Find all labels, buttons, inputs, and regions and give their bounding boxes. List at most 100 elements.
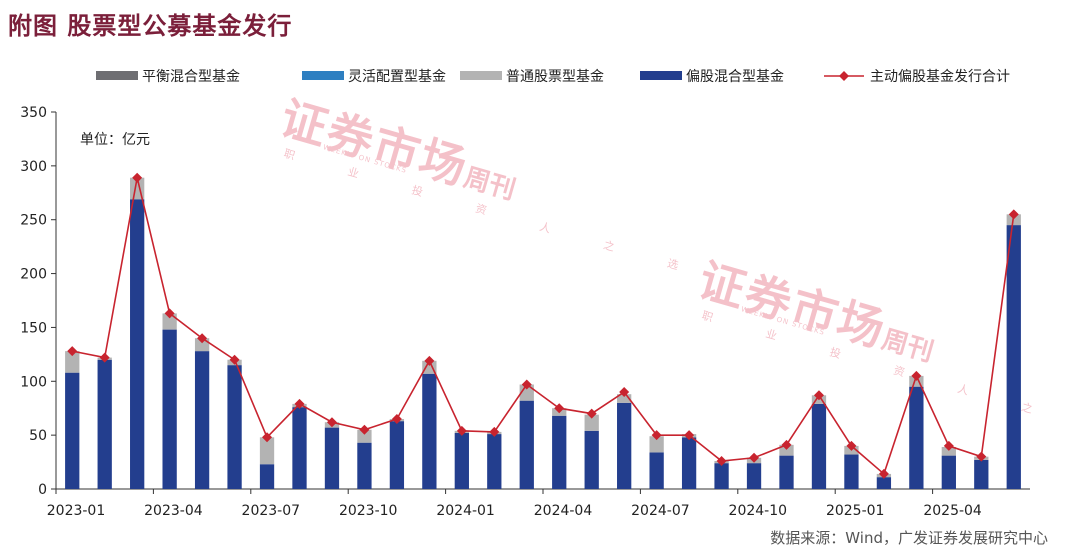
total-line-point [424, 355, 435, 366]
x-tick-label: 2024-10 [729, 503, 788, 519]
data-source: 数据来源：Wind，广发证券发展研究中心 [770, 529, 1048, 547]
total-line [72, 177, 1015, 476]
bar-equity_hybrid [97, 359, 112, 489]
x-tick-label: 2025-01 [826, 503, 885, 519]
y-tick-label: 250 [20, 213, 47, 229]
bar-equity_hybrid [714, 463, 729, 489]
chart-legend: 平衡混合型基金 灵活配置型基金 普通股票型基金 偏股混合型基金 主动偏股基金发行合计 [96, 68, 1010, 85]
total-line-point [326, 417, 337, 428]
bar-equity_hybrid [617, 402, 632, 489]
total-line-point [554, 403, 565, 414]
legend-label: 平衡混合型基金 [142, 68, 240, 85]
y-tick-label: 200 [20, 267, 47, 283]
unit-label: 单位：亿元 [80, 132, 150, 148]
x-tick-label: 2023-07 [242, 503, 301, 519]
bar-layer [65, 177, 1021, 489]
x-tick-label: 2024-01 [436, 503, 495, 519]
bar-equity_hybrid [162, 329, 177, 489]
total-line-point [132, 172, 143, 183]
x-tick-label: 2023-10 [339, 503, 398, 519]
bar-equity_hybrid [974, 459, 989, 489]
y-tick-label: 50 [29, 428, 47, 444]
y-tick-label: 300 [20, 159, 47, 175]
legend-label: 普通股票型基金 [506, 68, 604, 85]
total-line-point [684, 430, 695, 441]
bar-equity_hybrid [746, 463, 762, 489]
total-line-point [99, 352, 110, 363]
total-line-point [878, 468, 889, 479]
bar-equity_hybrid [909, 386, 924, 489]
bar-equity_hybrid [454, 432, 469, 489]
total-line-point [911, 370, 922, 381]
total-line-point [67, 346, 78, 357]
bar-common_stock [422, 360, 437, 374]
y-tick-label: 100 [20, 374, 47, 390]
bar-equity_hybrid [552, 415, 567, 489]
legend-swatch [302, 71, 344, 80]
total-line-point [294, 398, 305, 409]
bar-equity_hybrid [649, 452, 664, 489]
bar-equity_hybrid [876, 477, 892, 489]
legend-label: 偏股混合型基金 [686, 68, 784, 85]
bar-common_stock [941, 446, 956, 456]
bar-equity_hybrid [779, 455, 794, 489]
line-layer [67, 172, 1019, 479]
x-tick-label: 2024-04 [534, 503, 593, 519]
total-line-point [1008, 209, 1019, 220]
total-line-point [943, 440, 954, 451]
total-line-point [456, 425, 467, 436]
legend-swatch [96, 71, 138, 80]
total-line-point [197, 333, 208, 344]
bar-common_stock [357, 429, 372, 443]
legend-swatch [460, 71, 502, 80]
total-line-point [359, 424, 370, 435]
y-tick-label: 0 [38, 482, 47, 498]
bar-equity_hybrid [422, 373, 437, 489]
legend-swatch [640, 71, 682, 80]
bar-common_stock [162, 313, 177, 330]
total-line-point [262, 432, 273, 443]
legend-marker [839, 71, 849, 81]
legend-label: 灵活配置型基金 [348, 68, 446, 85]
bar-equity_hybrid [194, 351, 210, 489]
y-tick-label: 350 [20, 105, 47, 121]
total-line-point [846, 440, 857, 451]
bar-common_stock [909, 375, 924, 387]
x-axis: 2023-01 2023-04 2023-07 2023-10 2024-01 2024-… [47, 488, 1030, 519]
x-tick-label: 2025-04 [923, 503, 982, 519]
bar-common_stock [617, 394, 632, 403]
bar-equity_hybrid [324, 427, 340, 489]
bar-equity_hybrid [584, 430, 599, 489]
x-tick-label: 2023-01 [47, 503, 106, 519]
x-tick-label: 2023-04 [144, 503, 203, 519]
bar-equity_hybrid [130, 199, 145, 489]
total-line-point [391, 413, 402, 424]
y-tick-label: 150 [20, 320, 47, 336]
legend-label: 主动偏股基金发行合计 [870, 68, 1010, 85]
bar-equity_hybrid [681, 437, 697, 489]
total-line-point [229, 354, 240, 365]
total-line-point [619, 387, 630, 398]
bar-common_stock [259, 437, 275, 465]
x-tick-label: 2024-07 [631, 503, 690, 519]
bar-common_stock [779, 444, 794, 456]
bar-equity_hybrid [941, 455, 956, 489]
total-line-point [781, 439, 792, 450]
bar-equity_hybrid [259, 464, 275, 489]
total-line-point [521, 379, 532, 390]
total-line-point [813, 390, 824, 401]
bar-equity_hybrid [357, 442, 372, 489]
total-line-point [716, 455, 727, 466]
total-line-point [651, 430, 662, 441]
total-line-point [489, 426, 500, 437]
chart-title: 附图 股票型公募基金发行 [8, 12, 293, 40]
total-line-point [586, 408, 597, 419]
bar-equity_hybrid [519, 400, 534, 489]
total-line-point [164, 308, 175, 319]
bar-equity_hybrid [65, 372, 80, 489]
total-line-point [976, 451, 987, 462]
bar-equity_hybrid [292, 407, 307, 489]
bar-equity_hybrid [844, 454, 859, 489]
bar-equity_hybrid [1006, 225, 1021, 489]
